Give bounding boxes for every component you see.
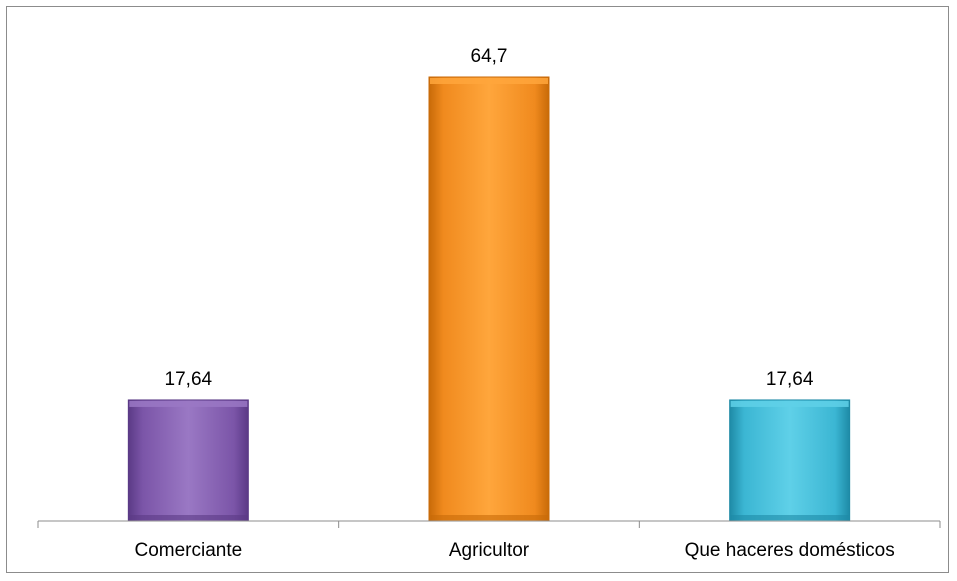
bar-comerciante xyxy=(127,399,249,522)
bar-group xyxy=(428,76,550,522)
bar-bevel-bottom xyxy=(430,515,548,520)
bar-bevel-bottom xyxy=(129,515,248,520)
category-label: Comerciante xyxy=(134,540,242,561)
bar-group xyxy=(127,399,249,522)
data-label: 17,64 xyxy=(165,369,213,390)
x-axis-ticks xyxy=(37,521,941,528)
bar-group xyxy=(729,399,851,522)
bar-agricultor xyxy=(428,76,550,522)
bar-bevel-bottom xyxy=(730,515,849,520)
bars-layer xyxy=(127,76,851,522)
labels-layer: 17,64 Comerciante 64,7 Agricultor 17,64 Que h… xyxy=(134,46,894,561)
category-label: Que haceres domésticos xyxy=(685,540,895,561)
category-label: Agricultor xyxy=(449,540,530,561)
data-label: 17,64 xyxy=(766,369,814,390)
bar-que-haceres-domésticos xyxy=(729,399,851,522)
data-label: 64,7 xyxy=(471,46,508,67)
bar-bevel-top xyxy=(129,400,248,407)
bar-bevel-top xyxy=(730,400,849,407)
bar-bevel-top xyxy=(430,78,548,84)
